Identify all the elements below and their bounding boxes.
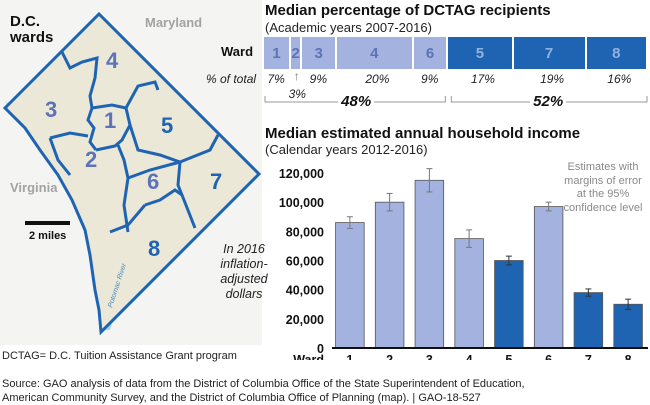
income-bar-chart: 0 20,000 40,000 60,000 80,000 100,000 120,000 1… bbox=[279, 167, 648, 360]
stack-pct-label-ward-2: 3% bbox=[288, 87, 306, 101]
stack-segment-ward-2: 2 bbox=[290, 37, 303, 69]
ward-1-map-label: 1 bbox=[104, 108, 116, 133]
bar-ward-5 bbox=[494, 260, 524, 349]
dark-group-total: 52% bbox=[530, 93, 567, 110]
ward-8-map-label: 8 bbox=[148, 236, 160, 261]
stack-segment-ward-5: 5 bbox=[448, 37, 514, 69]
y-tick-label: 100,000 bbox=[279, 196, 324, 210]
stack-segment-ward-7: 7 bbox=[513, 37, 587, 69]
stack-pct-label-ward-3: 9% bbox=[309, 72, 328, 86]
error-margin-note: Estimates with margins of error at the 9… bbox=[563, 161, 643, 214]
group-brackets bbox=[264, 96, 648, 103]
ward-6-map-label: 6 bbox=[147, 169, 159, 194]
ward-boundaries bbox=[48, 51, 220, 234]
stack-segment-ward-3: 3 bbox=[302, 37, 337, 69]
dc-boundary bbox=[2, 11, 262, 336]
dc-wards-map: Maryland Virginia Potomac River 4 3 1 5 … bbox=[0, 0, 262, 345]
x-tick-label: 4 bbox=[466, 353, 473, 360]
ward-4-map-label: 4 bbox=[106, 48, 119, 73]
ward-2-map-label: 2 bbox=[85, 147, 97, 172]
x-tick-label: 6 bbox=[545, 353, 552, 360]
stack-pct-label-ward-1: 7% bbox=[267, 72, 285, 86]
top-chart-title: Median percentage of DCTAG recipients bbox=[265, 2, 551, 19]
ward-7-map-label: 7 bbox=[210, 169, 222, 194]
y-tick-label: 60,000 bbox=[286, 255, 324, 269]
income-chart-title: Median estimated annual household income bbox=[265, 125, 581, 142]
bar-ward-1 bbox=[335, 222, 365, 349]
bar-ward-3 bbox=[414, 179, 445, 349]
light-group-total: 48% bbox=[338, 93, 375, 110]
ward-number-labels: 4 3 1 5 2 6 7 8 bbox=[45, 48, 222, 261]
small-segment-arrow-icon: ↑ bbox=[293, 69, 300, 83]
source-line-2: American Community Survey, and the Distr… bbox=[2, 392, 481, 404]
stack-labels: 7% ↑ 3% 9% 20% 9% 17% 19% 16% 48% 52% bbox=[264, 69, 648, 120]
x-axis-label: Ward bbox=[293, 353, 324, 360]
x-tick-label: 8 bbox=[625, 353, 632, 360]
source-line-1: Source: GAO analysis of data from the Di… bbox=[2, 378, 525, 390]
maryland-label: Maryland bbox=[145, 15, 202, 30]
y-tick-label: 40,000 bbox=[286, 284, 324, 298]
y-tick-label: 80,000 bbox=[286, 225, 324, 239]
stack-segment-ward-6: 6 bbox=[413, 37, 449, 69]
x-tick-label: 3 bbox=[426, 353, 433, 360]
ward-5-map-label: 5 bbox=[161, 113, 173, 138]
bar-ward-8 bbox=[613, 303, 643, 349]
bar-ward-2 bbox=[374, 201, 405, 349]
stack-segment-ward-8: 8 bbox=[586, 37, 648, 69]
stack-segment-ward-1: 1 bbox=[264, 37, 291, 69]
stack-pct-row-label: % of total bbox=[206, 72, 257, 86]
x-tick-label: 5 bbox=[505, 353, 512, 360]
ward-3-map-label: 3 bbox=[45, 97, 57, 122]
x-tick-label: 7 bbox=[585, 353, 592, 360]
footnote: DCTAG= D.C. Tuition Assistance Grant pro… bbox=[2, 350, 237, 362]
stack-pct-label-ward-8: 16% bbox=[607, 72, 632, 86]
virginia-label: Virginia bbox=[10, 180, 58, 195]
top-chart-subtitle: (Academic years 2007-2016) bbox=[265, 20, 432, 35]
scale-bar bbox=[25, 221, 70, 225]
y-tick-label: 20,000 bbox=[286, 313, 324, 327]
x-tick-label: 2 bbox=[386, 353, 393, 360]
stack-pct-label-ward-7: 19% bbox=[540, 72, 565, 86]
x-tick-label: 1 bbox=[346, 353, 353, 360]
inflation-note: In 2016 inflation-adjusted dollars bbox=[220, 242, 268, 301]
map-title-line2: wards bbox=[10, 29, 54, 46]
stack-ward-row-label: Ward bbox=[221, 44, 254, 59]
map-title-line1: D.C. bbox=[10, 13, 40, 30]
stack-pct-label-ward-5: 17% bbox=[470, 72, 495, 86]
stack-pct-label-ward-4: 20% bbox=[365, 72, 390, 86]
y-tick-label: 0 bbox=[317, 342, 324, 356]
scale-label: 2 miles bbox=[29, 230, 66, 242]
bar-ward-6 bbox=[533, 206, 564, 349]
bar-ward-4 bbox=[454, 238, 484, 349]
stack-segment-ward-4: 4 bbox=[336, 37, 414, 69]
bar-ward-7 bbox=[573, 292, 604, 349]
stack-pct-label-ward-6: 9% bbox=[421, 72, 439, 86]
source-note: Source: GAO analysis of data from the Di… bbox=[2, 377, 525, 405]
income-chart-subtitle: (Calendar years 2012-2016) bbox=[265, 142, 428, 157]
y-tick-label: 120,000 bbox=[279, 167, 324, 181]
map-title: D.C. wards bbox=[10, 14, 53, 46]
